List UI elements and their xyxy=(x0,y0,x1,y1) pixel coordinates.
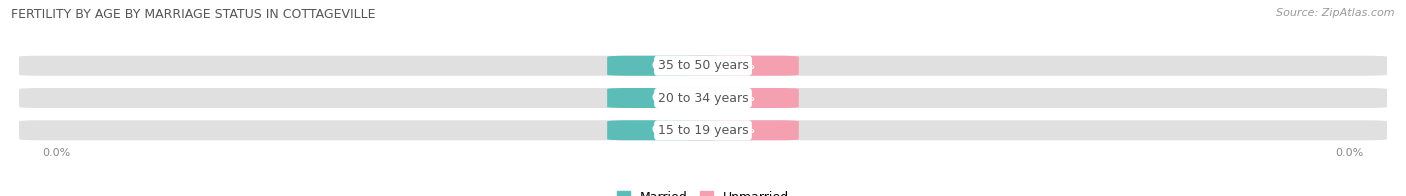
FancyBboxPatch shape xyxy=(607,88,725,108)
Text: Source: ZipAtlas.com: Source: ZipAtlas.com xyxy=(1277,8,1395,18)
Text: 0.0%: 0.0% xyxy=(651,93,682,103)
Text: 35 to 50 years: 35 to 50 years xyxy=(658,59,748,72)
FancyBboxPatch shape xyxy=(607,56,725,76)
Legend: Married, Unmarried: Married, Unmarried xyxy=(617,191,789,196)
Text: FERTILITY BY AGE BY MARRIAGE STATUS IN COTTAGEVILLE: FERTILITY BY AGE BY MARRIAGE STATUS IN C… xyxy=(11,8,375,21)
Text: 0.0%: 0.0% xyxy=(42,148,70,158)
FancyBboxPatch shape xyxy=(681,56,799,76)
Text: 0.0%: 0.0% xyxy=(724,61,755,71)
Text: 0.0%: 0.0% xyxy=(651,125,682,135)
Text: 15 to 19 years: 15 to 19 years xyxy=(658,124,748,137)
FancyBboxPatch shape xyxy=(607,120,725,140)
Text: 0.0%: 0.0% xyxy=(724,125,755,135)
Text: 0.0%: 0.0% xyxy=(724,93,755,103)
FancyBboxPatch shape xyxy=(20,120,1386,140)
FancyBboxPatch shape xyxy=(20,88,1386,108)
Text: 20 to 34 years: 20 to 34 years xyxy=(658,92,748,104)
FancyBboxPatch shape xyxy=(20,56,1386,76)
FancyBboxPatch shape xyxy=(681,120,799,140)
Text: 0.0%: 0.0% xyxy=(651,61,682,71)
Text: 0.0%: 0.0% xyxy=(1336,148,1364,158)
FancyBboxPatch shape xyxy=(681,88,799,108)
